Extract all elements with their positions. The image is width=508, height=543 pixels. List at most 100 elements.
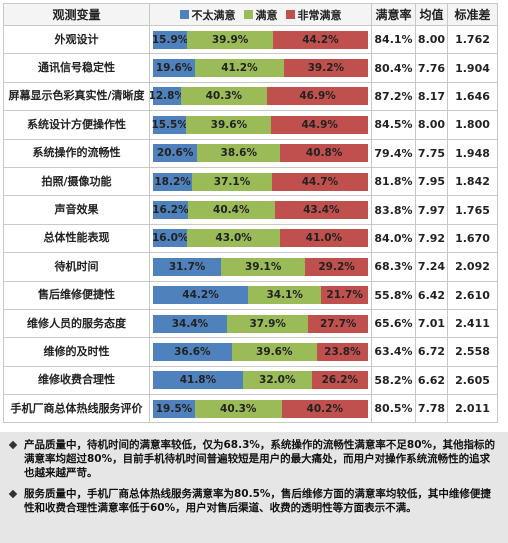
table-row: 维修收费合理性 41.8% 32.0% 26.2% 58.2% 6.62 2.605 — [3, 365, 498, 396]
legend-swatch — [243, 10, 253, 19]
table-row: 屏幕显示色彩真实性/清晰度 12.8% 40.3% 46.9% 87.2% 8.17 1.6… — [3, 81, 498, 112]
value-label: 43.4% — [303, 204, 340, 217]
header-row: 观测变量 不太满意 满意 非常满意 满意率 均值 标准差 — [3, 3, 498, 26]
bar-segment: 23.8% — [316, 342, 368, 361]
bar-segment: 44.2% — [153, 286, 249, 305]
stacked-bar: 16.2% 40.4% 43.4% — [152, 201, 368, 220]
table-cell: 1.765 — [447, 195, 498, 225]
category-header: 观测变量 — [3, 3, 150, 26]
stacked-bar: 16.0% 43.0% 41.0% — [152, 229, 368, 248]
category-label: 屏幕显示色彩真实性/清晰度 — [3, 81, 150, 112]
value-label: 38.6% — [220, 147, 257, 160]
value-label: 40.8% — [305, 147, 343, 160]
table-cell: 7.92 — [415, 223, 448, 254]
stacked-bar: 36.6% 39.6% 23.8% — [153, 342, 368, 361]
bar-segment: 40.2% — [281, 399, 368, 418]
bar-cell: 36.6% 39.6% 23.8% — [149, 337, 372, 367]
stacked-bar: 12.8% 40.3% 46.9% — [151, 87, 368, 106]
table-cell: 2.011 — [447, 394, 498, 424]
stacked-bar: 44.2% 34.1% 21.7% — [153, 286, 368, 305]
legend-swatch — [179, 10, 189, 19]
legend: 不太满意 满意 非常满意 — [149, 3, 372, 26]
table-cell: 2.411 — [447, 308, 498, 339]
legend-item: 满意 — [243, 7, 278, 23]
bar-cell: 16.2% 40.4% 43.4% — [149, 195, 372, 225]
category-label: 维修的及时性 — [3, 337, 150, 367]
note: 产品质量中，待机时间的满意率较低，仅为68.3%，系统操作的流畅性满意率不足80… — [8, 438, 498, 480]
table-cell: 2.605 — [447, 365, 498, 396]
table-cell: 79.4% — [371, 138, 416, 168]
table-cell: 2.092 — [447, 252, 498, 282]
table-cell: 84.0% — [371, 223, 416, 254]
value-label: 44.7% — [301, 175, 339, 188]
bar-cell: 15.9% 39.9% 44.2% — [149, 24, 372, 55]
bar-segment: 34.4% — [153, 314, 227, 333]
table-cell: 65.6% — [371, 308, 416, 339]
table-row: 待机时间 31.7% 39.1% 29.2% 68.3% 7.24 2.092 — [3, 252, 498, 282]
table-cell: 81.8% — [371, 166, 416, 197]
bar-segment: 21.7% — [321, 286, 368, 305]
value-label: 12.8% — [149, 90, 185, 103]
table-cell: 68.3% — [371, 252, 416, 282]
table-row: 系统设计方便操作性 15.5% 39.6% 44.9% 84.5% 8.00 1.800 — [3, 110, 498, 140]
bar-segment: 12.8% — [151, 87, 185, 106]
bar-cell: 12.8% 40.3% 46.9% — [149, 81, 372, 112]
table-cell: 80.4% — [371, 53, 416, 83]
stacked-bar: 31.7% 39.1% 29.2% — [153, 257, 368, 276]
bar-segment: 39.6% — [231, 342, 317, 361]
category-label: 拍照/摄像功能 — [3, 166, 150, 197]
category-label: 手机厂商总体热线服务评价 — [3, 394, 150, 424]
bar-segment: 41.8% — [153, 371, 243, 390]
stacked-bar: 20.6% 38.6% 40.8% — [153, 144, 368, 163]
table-row: 拍照/摄像功能 18.2% 37.1% 44.7% 81.8% 7.95 1.842 — [3, 166, 498, 197]
value-label: 39.1% — [244, 260, 282, 273]
table-cell: 7.78 — [415, 394, 448, 424]
column-header: 满意率 — [371, 3, 416, 26]
bar-segment: 39.2% — [283, 59, 368, 78]
bar-segment: 44.2% — [272, 30, 368, 49]
notes: 产品质量中，待机时间的满意率较低，仅为68.3%，系统操作的流畅性满意率不足80… — [0, 432, 508, 543]
bar-segment: 16.0% — [152, 229, 188, 248]
value-label: 37.1% — [213, 175, 251, 188]
bar-segment: 19.6% — [153, 59, 196, 78]
value-label: 31.7% — [168, 260, 206, 273]
table-cell: 8.00 — [415, 24, 448, 55]
bar-segment: 46.9% — [267, 87, 368, 106]
bar-segment: 20.6% — [153, 144, 198, 163]
stacked-bar: 15.5% 39.6% 44.9% — [151, 115, 368, 134]
stacked-bar: 19.6% 41.2% 39.2% — [153, 59, 368, 78]
value-label: 37.9% — [249, 317, 286, 330]
table-cell: 87.2% — [371, 81, 416, 112]
table-row: 维修人员的服务态度 34.4% 37.9% 27.7% 65.6% 7.01 2.411 — [3, 308, 498, 339]
table-cell: 7.75 — [415, 138, 448, 168]
value-label: 44.9% — [301, 118, 338, 131]
value-label: 20.6% — [156, 147, 194, 160]
bar-segment: 37.9% — [226, 314, 309, 333]
bar-segment: 18.2% — [153, 172, 193, 191]
survey-table: 观测变量 不太满意 满意 非常满意 满意率 均值 标准差 外观设计 15.9% 39.9% 4… — [3, 3, 498, 424]
value-label: 46.9% — [299, 90, 336, 103]
bar-segment: 37.1% — [192, 172, 272, 191]
bar-segment: 40.3% — [194, 399, 282, 418]
value-label: 39.6% — [256, 345, 293, 358]
legend-swatch — [285, 10, 295, 19]
category-label: 声音效果 — [3, 195, 150, 225]
bar-segment: 40.4% — [187, 201, 275, 220]
value-label: 41.8% — [179, 374, 217, 387]
bar-cell: 41.8% 32.0% 26.2% — [149, 365, 372, 396]
value-label: 26.2% — [321, 374, 359, 387]
table-row: 系统操作的流畅性 20.6% 38.6% 40.8% 79.4% 7.75 1.948 — [3, 138, 498, 168]
table-row: 手机厂商总体热线服务评价 19.5% 40.3% 40.2% 80.5% 7.78 2.01… — [3, 394, 498, 424]
bar-cell: 44.2% 34.1% 21.7% — [149, 280, 372, 310]
bar-segment: 29.2% — [305, 257, 368, 276]
value-label: 44.2% — [302, 33, 339, 46]
table-cell: 8.17 — [415, 81, 448, 112]
table-cell: 7.76 — [415, 53, 448, 83]
table-cell: 6.62 — [415, 365, 448, 396]
bar-segment: 41.2% — [195, 59, 284, 78]
table-cell: 8.00 — [415, 110, 448, 140]
stacked-bar: 19.5% 40.3% 40.2% — [153, 399, 368, 418]
table-row: 售后维修便捷性 44.2% 34.1% 21.7% 55.8% 6.42 2.610 — [3, 280, 498, 310]
stacked-bar: 15.9% 39.9% 44.2% — [152, 30, 368, 49]
value-label: 32.0% — [259, 374, 296, 387]
